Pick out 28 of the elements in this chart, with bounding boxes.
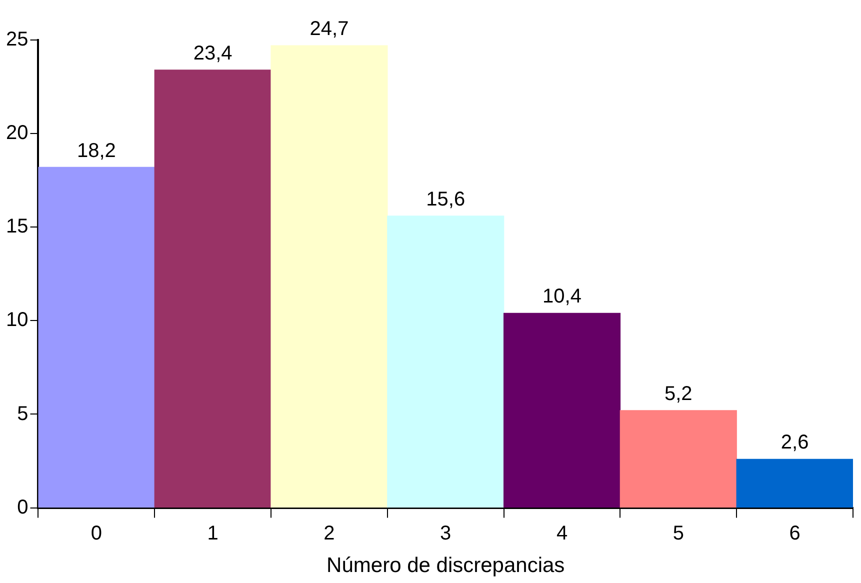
x-tick-label: 3 [440, 522, 452, 544]
y-tick-label: 15 [6, 216, 28, 238]
x-axis-title: Número de discrepancias [326, 554, 565, 578]
bar [270, 45, 388, 508]
x-tick-label: 0 [90, 522, 102, 544]
bar [736, 458, 853, 508]
x-tick-label: 5 [672, 522, 684, 544]
bar [38, 166, 155, 508]
y-tick-label: 5 [17, 402, 28, 425]
data-label: 23,4 [193, 42, 232, 64]
bar [154, 70, 272, 508]
x-tick-label: 2 [324, 522, 335, 544]
y-tick-label: 10 [6, 309, 28, 332]
y-tick-label: 25 [6, 28, 28, 51]
data-label: 15,6 [426, 188, 466, 210]
bar [387, 216, 504, 508]
data-label: 18,2 [76, 140, 116, 162]
y-tick-label: 0 [17, 496, 28, 518]
data-label: 24,7 [310, 18, 349, 40]
y-tick-label: 20 [6, 122, 28, 144]
bar [620, 410, 737, 508]
bar [503, 312, 621, 508]
data-label: 5,2 [664, 383, 692, 406]
data-label: 10,4 [542, 286, 582, 308]
x-tick-label: 6 [789, 522, 800, 544]
x-tick-label: 4 [556, 522, 568, 544]
x-tick-label: 1 [207, 522, 218, 544]
data-label: 2,6 [780, 432, 809, 454]
